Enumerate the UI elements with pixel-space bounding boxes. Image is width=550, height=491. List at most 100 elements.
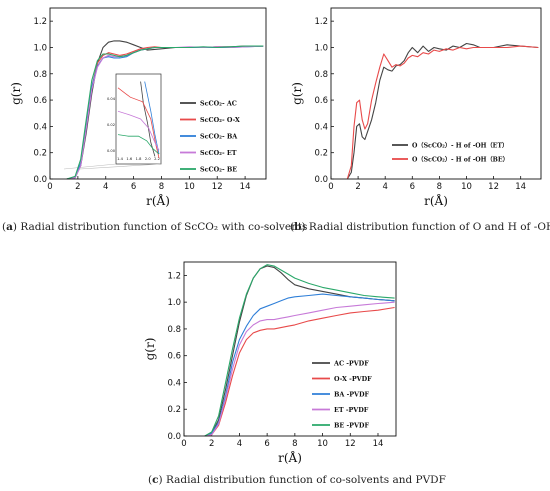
series-line: [66, 40, 264, 180]
legend-label: ScCO₂- O-X: [200, 116, 240, 124]
caption-a-tag: a: [6, 221, 13, 233]
x-tick-label: 10: [317, 439, 328, 449]
legend-label: ScCO₂- ET: [200, 149, 237, 157]
series-line: [346, 42, 539, 180]
x-tick-label: 12: [212, 182, 223, 192]
y-tick-label: 1.0: [167, 298, 181, 308]
inset-y-tick-label: 0.02: [107, 123, 115, 127]
x-tick-label: 14: [373, 439, 384, 449]
inset-series-line: [117, 134, 160, 155]
y-tick-label: 0.0: [167, 432, 181, 442]
y-tick-label: 0.8: [314, 70, 328, 80]
x-tick-label: 4: [382, 182, 387, 192]
y-tick-label: 1.2: [167, 271, 181, 281]
inset-x-tick-label: 1.4: [117, 157, 123, 161]
chart-b: 0 2 4 6 8 10 12 14 0.0 0.2 0.4 0.6 0.8 1.0 1.2 r(Å) g(r)…: [290, 7, 542, 208]
y-tick-label: 0.0: [33, 175, 47, 185]
inset-x-tick-label: 1.8: [136, 157, 142, 161]
series-line: [346, 45, 539, 180]
inset-series-line: [117, 110, 160, 151]
x-tick-label: 6: [264, 439, 269, 449]
y-tick-label: 0.4: [167, 378, 181, 388]
x-tick-label: 12: [488, 182, 499, 192]
y-tick-label: 1.0: [33, 43, 47, 53]
x-tick-label: 2: [209, 439, 214, 449]
y-tick-label: 0.8: [33, 70, 47, 80]
x-tick-label: 2: [355, 182, 360, 192]
y-tick-label: 0.8: [167, 325, 181, 335]
legend: ScCO₂- AC ScCO₂- O-X ScCO₂- BA ScCO₂- ET ScC…: [180, 100, 240, 174]
x-tick-label: 0: [181, 439, 186, 449]
chart-a: 0 2 4 6 8 10 12 140.00.20.40.60.81.01.21.4 1.6 1.…: [9, 7, 267, 208]
inset-plot: 1.4 1.6 1.8 2.0 2.2 0.00 0.02 0.04: [63, 73, 162, 170]
x-tick-label: 4: [103, 182, 108, 192]
inset-y-tick-label: 0.00: [107, 149, 116, 153]
inset-series-line: [144, 81, 160, 155]
caption-b-text: Radial distribution function of O and H …: [308, 221, 550, 233]
x-tick-label: 8: [292, 439, 297, 449]
legend-label: BE -PVDF: [334, 422, 369, 430]
y-tick-label: 0.0: [314, 175, 328, 185]
legend-label: ScCO₂- BA: [200, 133, 238, 141]
x-tick-label: 6: [410, 182, 415, 192]
x-tick-label: 2: [75, 182, 80, 192]
inset-frame: [115, 73, 162, 165]
legend-label: O（ScCO₂）- H of -OH（ET）: [412, 142, 508, 150]
y-tick-label: 0.2: [314, 149, 328, 159]
y-axis-label: g(r): [9, 82, 23, 105]
series-line: [204, 264, 395, 437]
y-tick-label: 1.2: [314, 17, 328, 27]
x-tick-label: 8: [437, 182, 442, 192]
x-tick-label: 12: [345, 439, 356, 449]
x-tick-label: 0: [328, 182, 333, 192]
legend: O（ScCO₂）- H of -OH（ET） O（ScCO₂）- H of -OH…: [392, 142, 509, 164]
x-axis-label: r(Å): [146, 193, 170, 208]
inset-connector: [63, 163, 117, 170]
x-tick-label: 14: [515, 182, 526, 192]
y-tick-label: 1.2: [33, 17, 47, 27]
x-tick-label: 0: [47, 182, 52, 192]
caption-a: (a) Radial distribution function of ScCO…: [2, 221, 308, 233]
series-line: [204, 301, 395, 437]
caption-b: (b) Radial distribution function of O an…: [290, 221, 550, 233]
y-tick-label: 0.4: [314, 122, 328, 132]
y-axis-label: g(r): [290, 82, 304, 105]
x-tick-label: 14: [240, 182, 251, 192]
x-axis-label: r(Å): [424, 193, 448, 208]
plot-frame: [49, 7, 267, 180]
inset-series-line: [140, 81, 156, 157]
legend-label: BA -PVDF: [334, 391, 370, 399]
legend: AC -PVDF O-X -PVDF BA -PVDF ET -PVDF BE -PVD…: [312, 360, 372, 430]
y-tick-label: 0.4: [33, 122, 47, 132]
chart-c: 0 2 4 6 8 10 12 14 0.0 0.2 0.4 0.6 0.8 1.0 1.2 r(Å) g(r)…: [143, 261, 397, 465]
legend-label: ET -PVDF: [334, 406, 369, 414]
x-tick-label: 10: [184, 182, 195, 192]
inset-x-tick-label: 2.2: [154, 157, 160, 161]
inset-x-tick-label: 2.0: [145, 157, 151, 161]
x-tick-label: 10: [461, 182, 472, 192]
x-axis-label: r(Å): [278, 450, 302, 465]
plot-frame: [183, 261, 397, 437]
inset-connector: [79, 163, 162, 170]
y-axis-label: g(r): [143, 338, 157, 361]
caption-c: (c) Radial distribution function of co-s…: [148, 474, 446, 486]
plot-frame: [330, 7, 542, 180]
inset-x-tick-label: 1.6: [126, 157, 132, 161]
series-line: [204, 306, 395, 437]
series-line: [204, 293, 395, 437]
y-tick-label: 1.0: [314, 43, 328, 53]
caption-c-text: Radial distribution function of co-solve…: [165, 474, 446, 486]
legend-label: ScCO₂- AC: [200, 100, 237, 108]
x-tick-label: 8: [159, 182, 164, 192]
legend-label: O（ScCO₂）- H of -OH（BE）: [412, 156, 509, 164]
legend-label: O-X -PVDF: [334, 375, 372, 383]
y-tick-label: 0.6: [314, 96, 328, 106]
y-tick-label: 0.2: [33, 149, 47, 159]
x-tick-label: 4: [237, 439, 242, 449]
inset-series-line: [117, 87, 160, 159]
caption-b-tag: b: [294, 221, 302, 233]
series-line: [66, 45, 264, 180]
legend-label: ScCO₂- BE: [200, 166, 237, 174]
legend-label: AC -PVDF: [333, 360, 369, 368]
